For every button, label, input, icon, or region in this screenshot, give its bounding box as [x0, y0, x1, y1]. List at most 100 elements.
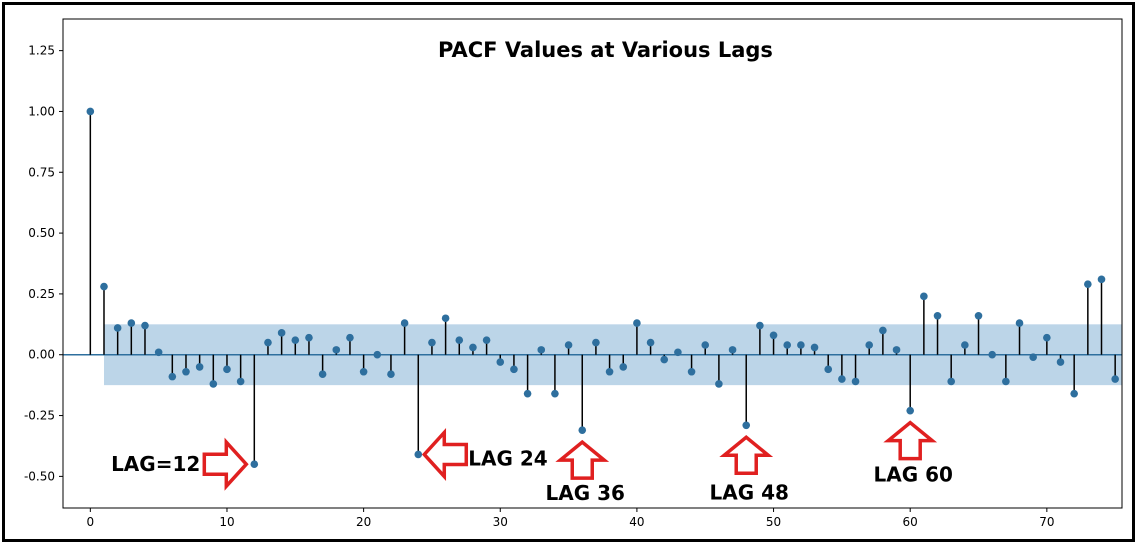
y-tick-label: 0.25 — [28, 287, 55, 301]
pacf-point — [879, 326, 887, 335]
pacf-point — [305, 333, 313, 342]
plot-border — [62, 18, 1123, 509]
pacf-point — [961, 341, 969, 349]
pacf-point — [674, 348, 682, 357]
pacf-point — [209, 380, 218, 388]
pacf-point — [291, 336, 300, 344]
pacf-point — [865, 341, 874, 349]
pacf-point — [168, 372, 177, 381]
x-tick-label: 70 — [1039, 515, 1054, 529]
y-tick-label: 0.50 — [28, 226, 55, 240]
pacf-point — [127, 319, 136, 327]
y-tick-label: 0.75 — [28, 165, 55, 179]
x-ticks: 0 10 20 30 40 50 60 70 — [87, 508, 1054, 529]
pacf-point — [318, 370, 327, 378]
pacf-point — [428, 338, 436, 347]
pacf-point — [400, 319, 409, 327]
pacf-point — [154, 348, 163, 357]
x-tick-label: 0 — [87, 515, 95, 529]
pacf-point — [619, 363, 628, 371]
pacf-point — [1084, 280, 1092, 288]
markers-layer — [86, 107, 1119, 469]
pacf-point — [783, 341, 792, 349]
pacf-point — [277, 329, 286, 337]
pacf-point — [1029, 353, 1037, 361]
pacf-point — [728, 346, 737, 354]
annotations-layer: LAG=12 LAG 24 LAG 36 LAG 48 LAG 60 — [111, 420, 953, 505]
pacf-point — [578, 426, 587, 434]
pacf-point — [1015, 319, 1024, 327]
x-tick-label: 40 — [629, 515, 644, 529]
pacf-point — [906, 406, 914, 415]
pacf-point — [838, 375, 846, 383]
pacf-point — [933, 312, 942, 320]
y-tick-label: 1.25 — [28, 44, 55, 58]
annotation-label: LAG 60 — [873, 463, 952, 487]
pacf-point — [947, 377, 955, 386]
outer-frame — [2, 2, 1135, 542]
pacf-point — [851, 377, 860, 386]
pacf-point — [496, 358, 505, 366]
pacf-point — [86, 107, 95, 116]
y-tick-label: 0.00 — [28, 348, 55, 362]
pacf-point — [359, 367, 368, 376]
pacf-point — [332, 346, 341, 354]
annotation-label: LAG 36 — [546, 481, 625, 505]
x-tick-label: 50 — [766, 515, 781, 529]
pacf-point — [564, 341, 573, 349]
stems-layer — [89, 111, 1116, 465]
pacf-point — [810, 343, 819, 352]
pacf-point — [605, 367, 614, 376]
pacf-point — [633, 319, 641, 327]
pacf-point — [482, 336, 491, 344]
pacf-point — [1056, 358, 1065, 366]
pacf-point — [373, 350, 382, 359]
pacf-point — [824, 365, 833, 374]
pacf-point — [742, 421, 751, 430]
pacf-point — [264, 338, 272, 347]
pacf-point — [988, 350, 996, 359]
pacf-point — [414, 450, 423, 459]
pacf-point — [387, 370, 395, 378]
pacf-point — [592, 338, 600, 347]
annotation-arrow-icon — [421, 427, 469, 482]
annotation-arrow-icon — [202, 437, 249, 491]
pacf-point — [100, 282, 108, 291]
pacf-point — [715, 380, 723, 388]
pacf-point — [892, 346, 901, 354]
x-tick-label: 30 — [493, 515, 508, 529]
pacf-point — [974, 312, 983, 320]
pacf-point — [236, 377, 245, 386]
y-tick-label: 1.00 — [28, 104, 55, 118]
pacf-point — [537, 346, 546, 354]
annotation-label: LAG 24 — [468, 446, 547, 470]
pacf-point — [1043, 333, 1051, 342]
pacf-point — [920, 292, 928, 301]
pacf-point — [687, 367, 696, 376]
y-tick-label: -0.50 — [24, 469, 55, 483]
pacf-point — [250, 460, 259, 469]
pacf-point — [1097, 275, 1106, 284]
annotation-label: LAG 48 — [710, 480, 789, 504]
x-tick-label: 60 — [903, 515, 918, 529]
pacf-point — [646, 338, 655, 347]
pacf-point — [701, 341, 710, 349]
pacf-point — [1070, 389, 1078, 398]
pacf-point — [1111, 375, 1119, 383]
pacf-point — [223, 365, 231, 374]
annotation-arrow-icon — [555, 439, 610, 480]
pacf-point — [660, 355, 669, 364]
pacf-point — [756, 321, 764, 330]
annotation-label: LAG=12 — [111, 452, 200, 476]
pacf-point — [510, 365, 518, 374]
y-ticks: -0.50 -0.25 0.00 0.25 0.50 0.75 1.00 1.25 — [24, 44, 63, 483]
pacf-point — [769, 331, 778, 340]
x-tick-label: 20 — [356, 515, 371, 529]
pacf-point — [346, 333, 354, 342]
pacf-point — [523, 389, 532, 398]
pacf-point — [455, 336, 464, 344]
chart-title: PACF Values at Various Lags — [438, 38, 773, 62]
plot-area — [63, 19, 1122, 508]
